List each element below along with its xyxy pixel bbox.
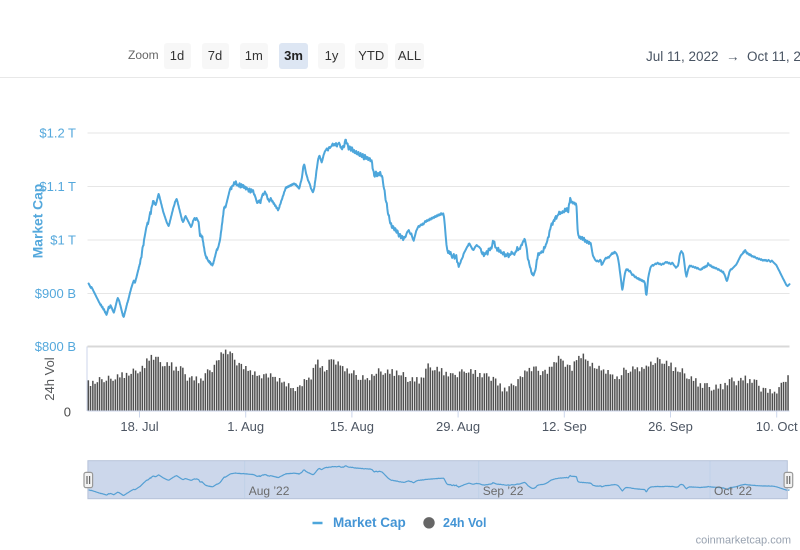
svg-text:18. Jul: 18. Jul <box>120 419 158 434</box>
svg-text:26. Sep: 26. Sep <box>648 419 693 434</box>
svg-text:$900 B: $900 B <box>35 286 76 301</box>
svg-text:15. Aug: 15. Aug <box>330 419 374 434</box>
svg-text:$1.1 T: $1.1 T <box>39 179 76 194</box>
svg-text:29. Aug: 29. Aug <box>436 419 480 434</box>
svg-text:24h Vol: 24h Vol <box>42 357 57 400</box>
svg-text:coinmarketcap.com: coinmarketcap.com <box>696 535 791 547</box>
svg-text:Market Cap: Market Cap <box>31 184 46 258</box>
svg-text:Market Cap: Market Cap <box>333 515 406 530</box>
svg-text:1. Aug: 1. Aug <box>227 419 264 434</box>
svg-text:24h Vol: 24h Vol <box>443 516 487 530</box>
svg-text:$800 B: $800 B <box>35 339 76 354</box>
svg-text:0: 0 <box>64 405 71 420</box>
svg-text:Oct ’22: Oct ’22 <box>714 484 752 498</box>
svg-text:Sep ’22: Sep ’22 <box>483 484 524 498</box>
svg-text:Aug ’22: Aug ’22 <box>249 484 290 498</box>
svg-text:$1 T: $1 T <box>50 233 76 248</box>
svg-text:10. Oct: 10. Oct <box>756 419 798 434</box>
svg-text:$1.2 T: $1.2 T <box>39 126 76 141</box>
svg-text:12. Sep: 12. Sep <box>542 419 587 434</box>
